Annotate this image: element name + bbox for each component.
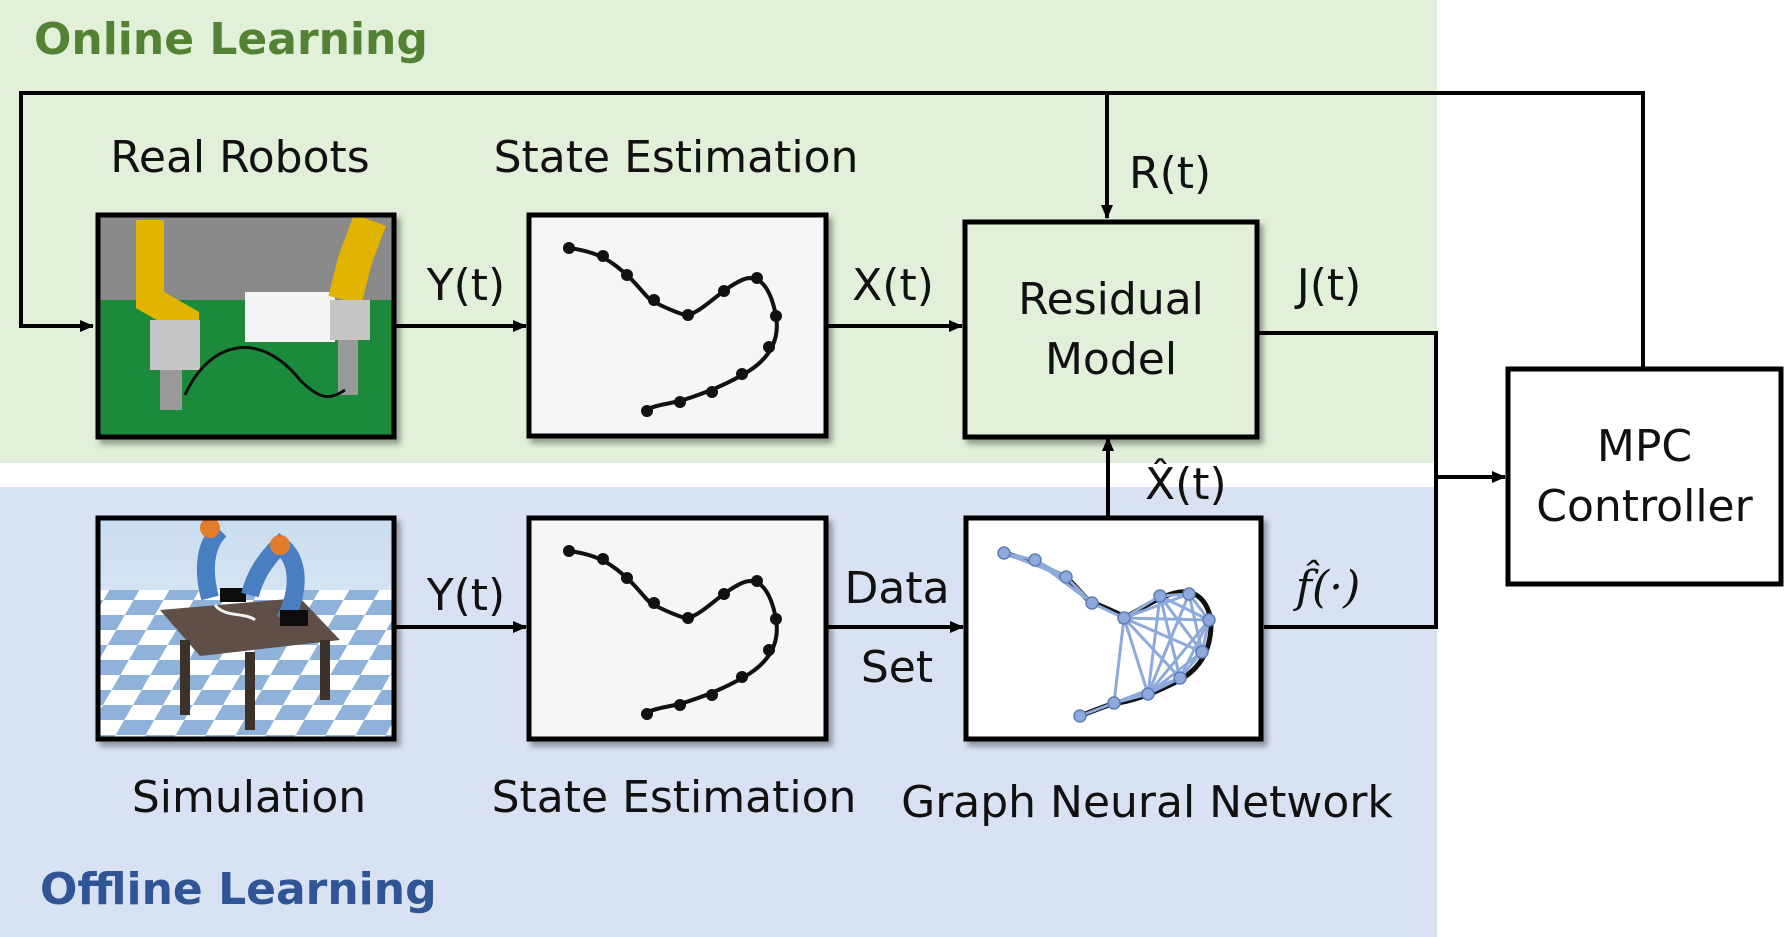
signal-x-online: X(t) (852, 260, 934, 311)
residual-model-label: Residual Model (965, 222, 1257, 437)
state-estimation-online-label: State Estimation (493, 132, 859, 183)
mpc-controller-line2: Controller (1536, 480, 1753, 532)
online-learning-title: Online Learning (34, 14, 428, 65)
signal-j: J(t) (1296, 260, 1362, 311)
residual-model-box (962, 219, 1260, 440)
signal-data-set-line1: Data (844, 563, 950, 614)
graph-neural-network-label: Graph Neural Network (901, 777, 1393, 828)
signal-x-hat: X̂(t) (1145, 459, 1227, 510)
simulation-label: Simulation (131, 772, 367, 823)
real-robots-frame (95, 212, 397, 440)
offline-learning-title: Offline Learning (40, 864, 437, 915)
j-f-bus-line (1257, 331, 1438, 629)
feedback-wiring (19, 91, 1645, 633)
curve-nodes (563, 242, 782, 417)
curve (568, 246, 779, 412)
state-estimation-offline-label: State Estimation (491, 772, 857, 823)
mpc-controller-line1: MPC (1596, 421, 1693, 473)
residual-model-line1: Residual (1018, 274, 1204, 326)
simulation-frame (95, 515, 397, 742)
mpc-controller-box (1505, 366, 1784, 587)
gnn-nodes (997, 546, 1216, 723)
mpc-controller-label: MPC Controller (1508, 369, 1781, 584)
simulation-image (95, 515, 397, 742)
signal-r: R(t) (1129, 148, 1212, 199)
residual-model-line2: Model (1044, 333, 1178, 385)
signal-f-hat: f̂(·) (1295, 562, 1361, 613)
state-estimation-offline-plot (526, 515, 829, 742)
signal-y-online: Y(t) (426, 260, 506, 311)
state-estimation-online-plot (526, 212, 829, 439)
signal-data-set-line2: Set (860, 642, 934, 693)
real-robots-label: Real Robots (110, 132, 370, 183)
signal-y-offline: Y(t) (426, 570, 506, 621)
graph-neural-network-plot (963, 515, 1264, 742)
real-robots-image (95, 212, 397, 440)
feedback-to-robots-line (19, 91, 1645, 369)
